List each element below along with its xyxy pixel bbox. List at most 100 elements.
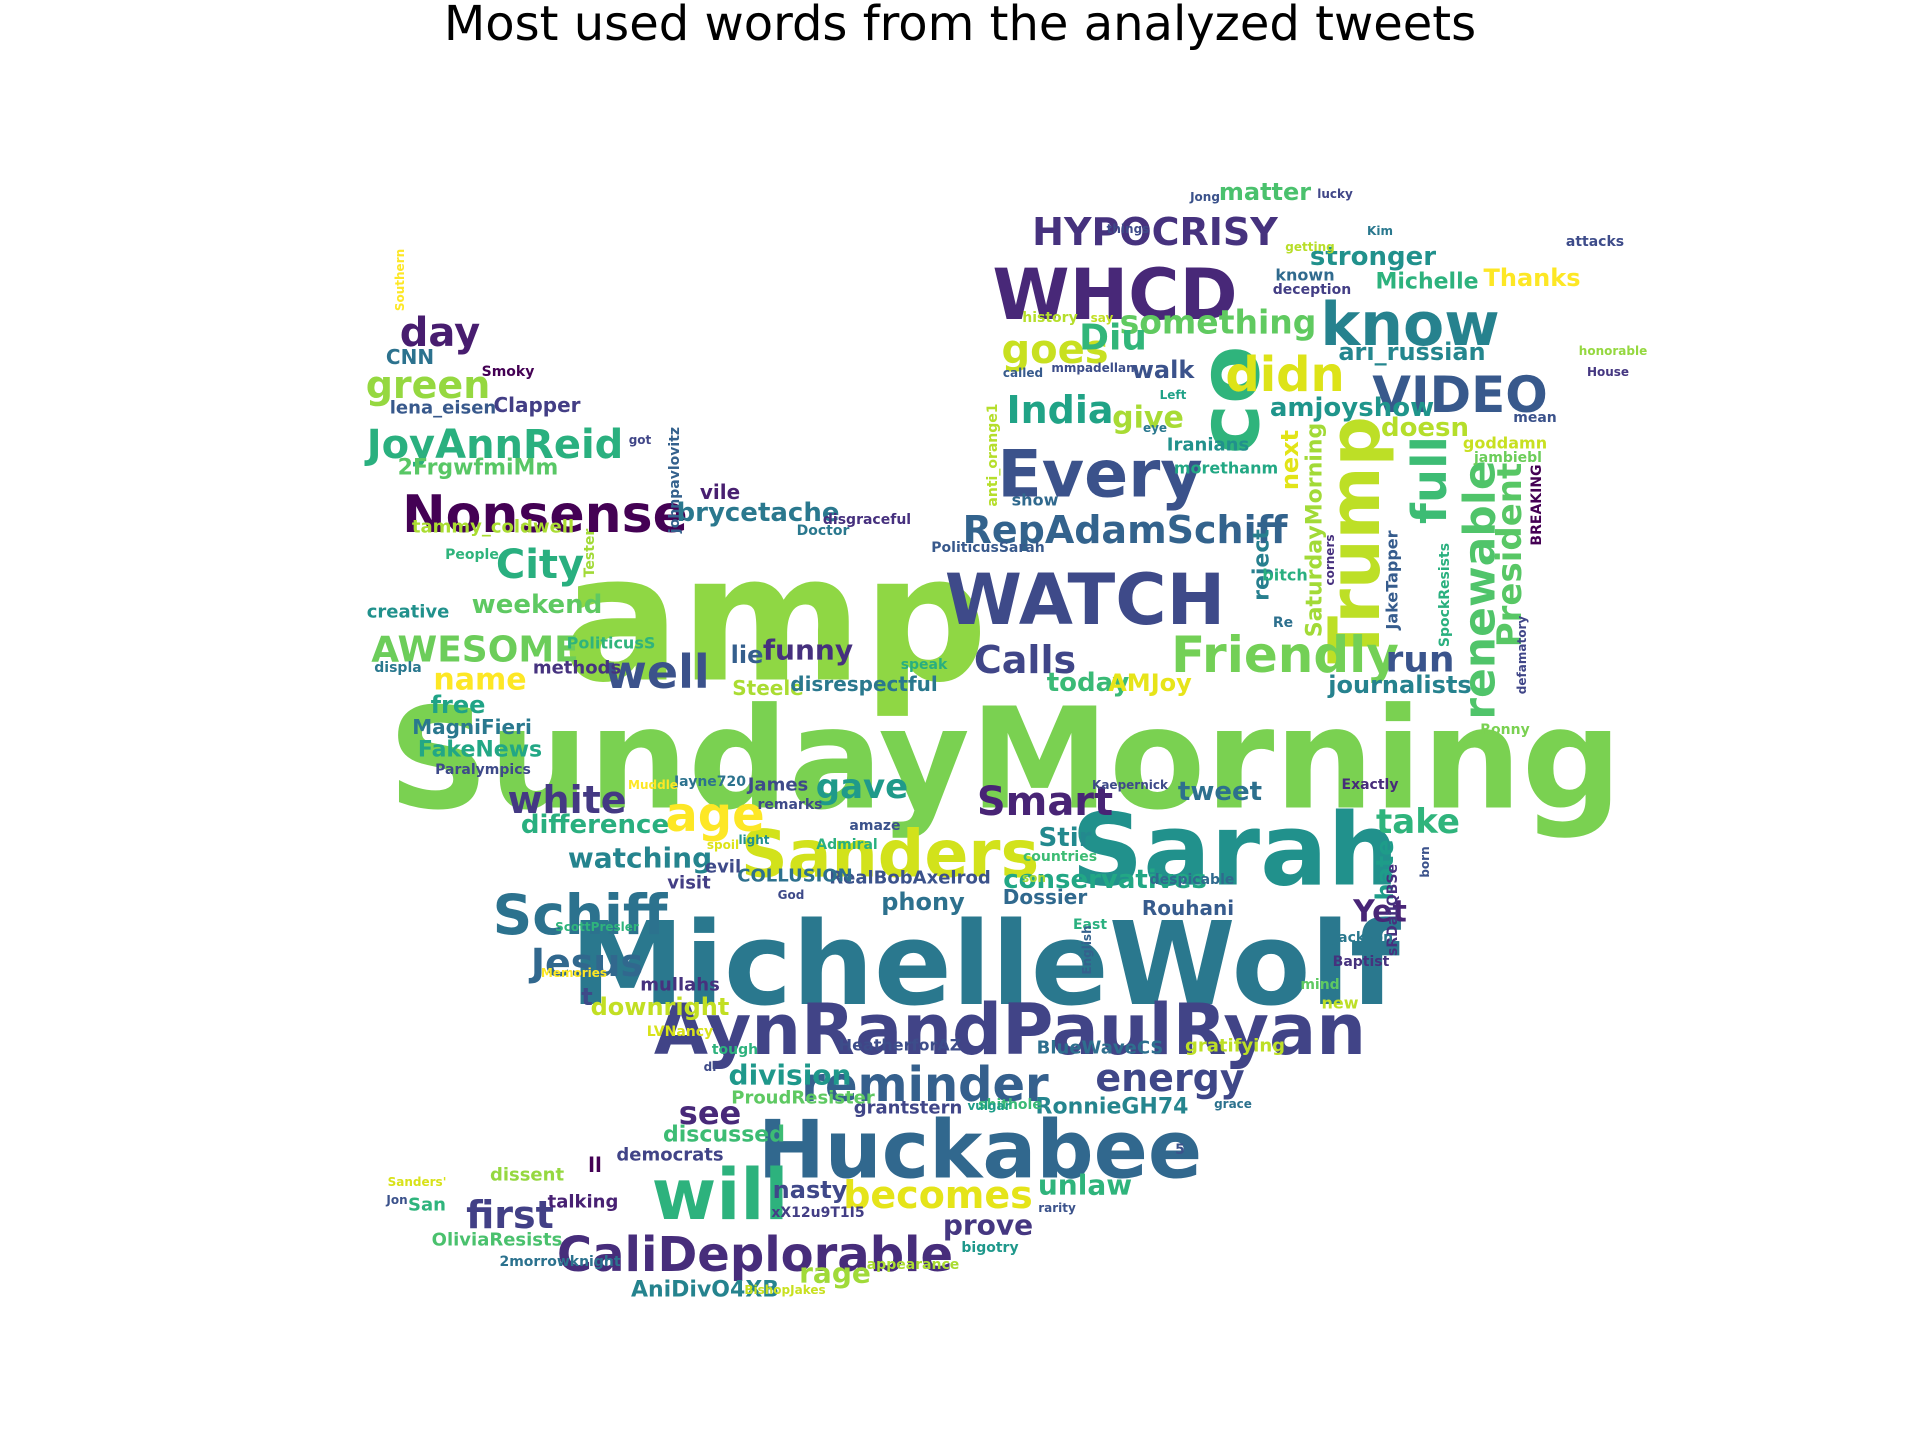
word: evil <box>705 857 741 878</box>
word: PoliticusSarah <box>931 540 1044 556</box>
word: honorable <box>1579 344 1647 358</box>
word: free <box>431 691 486 719</box>
word: India <box>1006 388 1113 432</box>
word: known <box>1275 266 1334 285</box>
word: matter <box>1219 178 1311 206</box>
word: downright <box>591 993 730 1021</box>
word: Jackson <box>1332 930 1393 946</box>
word: democrats <box>616 1145 723 1166</box>
word: shithole <box>978 1097 1042 1113</box>
word: 2FrgwfmiMm <box>398 456 559 481</box>
word: East <box>1073 917 1107 933</box>
word: corners <box>1323 534 1337 585</box>
word: Calls <box>974 638 1076 682</box>
word: Rouhani <box>1142 896 1234 920</box>
word: reminder <box>801 1057 1049 1113</box>
word: defamatory <box>1515 616 1529 695</box>
word: Sarah <box>1071 792 1399 909</box>
word: mullahs <box>640 975 720 996</box>
word: know <box>1320 290 1499 360</box>
word: co <box>1181 346 1280 455</box>
word: disrespectful <box>790 672 938 696</box>
word: dissent <box>490 1165 565 1186</box>
word: James <box>746 775 809 796</box>
word: Jesus <box>528 941 643 985</box>
word: history <box>1022 310 1077 326</box>
word: morethanm <box>1174 459 1278 478</box>
word: show <box>1012 491 1059 510</box>
word: journalists <box>1327 671 1471 699</box>
word: Jon <box>385 1193 407 1207</box>
word: anti_orange1 <box>985 403 1001 506</box>
word: City <box>496 542 584 588</box>
word: xX12u9T1I5 <box>771 1205 864 1221</box>
word: Tester <box>582 529 598 578</box>
word: Memories <box>541 966 607 980</box>
word: tammy_coldwell <box>412 517 574 538</box>
word: HYPOCRISY <box>1032 210 1278 254</box>
word: will <box>652 1154 789 1236</box>
word: talking <box>548 1192 619 1213</box>
word: doesn <box>1381 413 1469 443</box>
chart-title: Most used words from the analyzed tweets <box>443 0 1477 52</box>
word: Yet <box>1352 895 1407 930</box>
word: creative <box>367 602 450 623</box>
word: goes <box>1001 327 1108 373</box>
word: despicable <box>1150 872 1235 888</box>
word: Kim <box>1367 224 1393 238</box>
word: Diu <box>1079 318 1147 359</box>
word: HeatherforAZ <box>839 1036 962 1055</box>
word: Friendly <box>1171 626 1399 684</box>
word: PoliticusS <box>567 634 656 653</box>
word: johnpavlovitz <box>667 427 683 534</box>
word: Muddle <box>628 778 678 792</box>
word: hate <box>1371 839 1399 900</box>
word: Southern <box>393 249 407 311</box>
word: Iranians <box>1167 435 1249 456</box>
word: SaturdayMorning <box>1303 423 1328 637</box>
word: Kaepernick <box>1092 778 1169 792</box>
word: energy <box>1095 1056 1245 1100</box>
word: AynRandPaulRyan <box>654 989 1366 1071</box>
word: 2morrowknight <box>499 1254 620 1270</box>
word: BishopJakes <box>744 1283 825 1297</box>
word: watching <box>568 842 712 875</box>
word: say <box>1091 311 1114 325</box>
word: conservatives <box>1003 865 1207 895</box>
word: appearance <box>867 1257 960 1273</box>
word: remarks <box>758 797 823 813</box>
word: LVNancy <box>647 1024 713 1040</box>
word: lucky <box>1317 187 1353 201</box>
word: grantstern <box>854 1098 963 1119</box>
word: something <box>1120 303 1317 342</box>
word: goddamn <box>1463 434 1547 453</box>
word: countries <box>1023 849 1097 865</box>
word: son <box>1022 871 1046 885</box>
word: Left <box>1160 388 1187 402</box>
word: di <box>704 1060 717 1074</box>
word: BlueWaveCS <box>1037 1038 1164 1059</box>
word: AMJoy <box>1108 669 1192 697</box>
word: SundayMorning <box>388 679 1622 842</box>
word: RepAdamSchiff <box>963 508 1289 552</box>
word: see <box>679 1094 741 1132</box>
word: eye <box>1143 421 1167 435</box>
word: new <box>1321 994 1358 1013</box>
word: amjoyshow <box>1270 393 1434 423</box>
word: Dossier <box>1003 885 1088 909</box>
word: things <box>1107 222 1150 236</box>
word: discussed <box>663 1123 785 1148</box>
word: prove <box>943 1209 1033 1242</box>
word: today <box>1047 668 1130 698</box>
word: Smoky <box>482 364 535 380</box>
word: Doctor <box>797 523 850 539</box>
word: Sanders' <box>388 1175 447 1189</box>
word: funny <box>763 634 853 667</box>
word: WHCD <box>992 254 1237 336</box>
word: run <box>1385 640 1454 681</box>
word: jambiebl <box>1473 450 1542 466</box>
word: Jong <box>1189 190 1220 204</box>
word: becomes <box>843 1173 1033 1217</box>
word: ll <box>588 1153 602 1177</box>
